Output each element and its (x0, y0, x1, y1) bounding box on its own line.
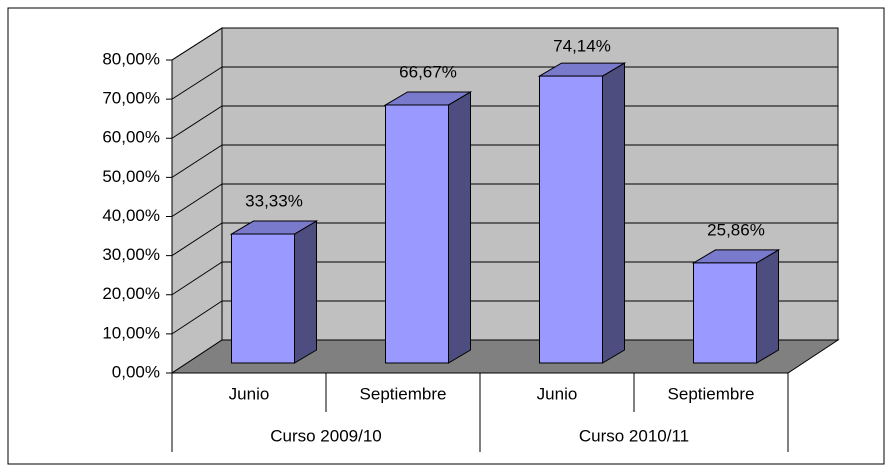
y-tick-label: 10,00% (102, 323, 160, 342)
grid-line (171, 66, 223, 100)
bar-side (756, 249, 779, 364)
y-tick-label: 50,00% (102, 167, 160, 186)
grid-line (171, 222, 223, 257)
bar (693, 262, 757, 364)
grid-line (171, 105, 223, 139)
data-label: 33,33% (245, 191, 303, 210)
grid-line (171, 183, 223, 217)
y-tick-label: 60,00% (102, 128, 160, 147)
y-tick-label: 70,00% (102, 89, 160, 108)
data-label: 66,67% (399, 62, 457, 81)
y-tick-label: 80,00% (102, 49, 160, 68)
group-label: Curso 2010/11 (579, 426, 689, 445)
x-tick-label: Junio (229, 384, 270, 403)
bar (385, 104, 449, 364)
bar (539, 75, 603, 364)
bar-side (448, 91, 471, 364)
floor (170, 339, 840, 374)
grid-line (171, 300, 223, 335)
grid-line (171, 144, 223, 178)
x-tick-label: Junio (537, 384, 578, 403)
y-tick-label: 20,00% (102, 284, 160, 303)
data-label: 74,14% (553, 36, 611, 55)
bar-side (294, 220, 317, 364)
data-label: 25,86% (707, 220, 765, 239)
grid-line (171, 27, 223, 61)
y-tick-label: 30,00% (102, 245, 160, 264)
grid-line (171, 261, 223, 296)
x-tick-label: Septiembre (668, 384, 755, 403)
y-tick-label: 40,00% (102, 206, 160, 225)
group-label: Curso 2009/10 (270, 426, 382, 445)
bar (231, 233, 295, 364)
bar-side (602, 62, 625, 364)
y-tick-label: 0,00% (112, 362, 160, 381)
x-tick-label: Septiembre (360, 384, 447, 403)
